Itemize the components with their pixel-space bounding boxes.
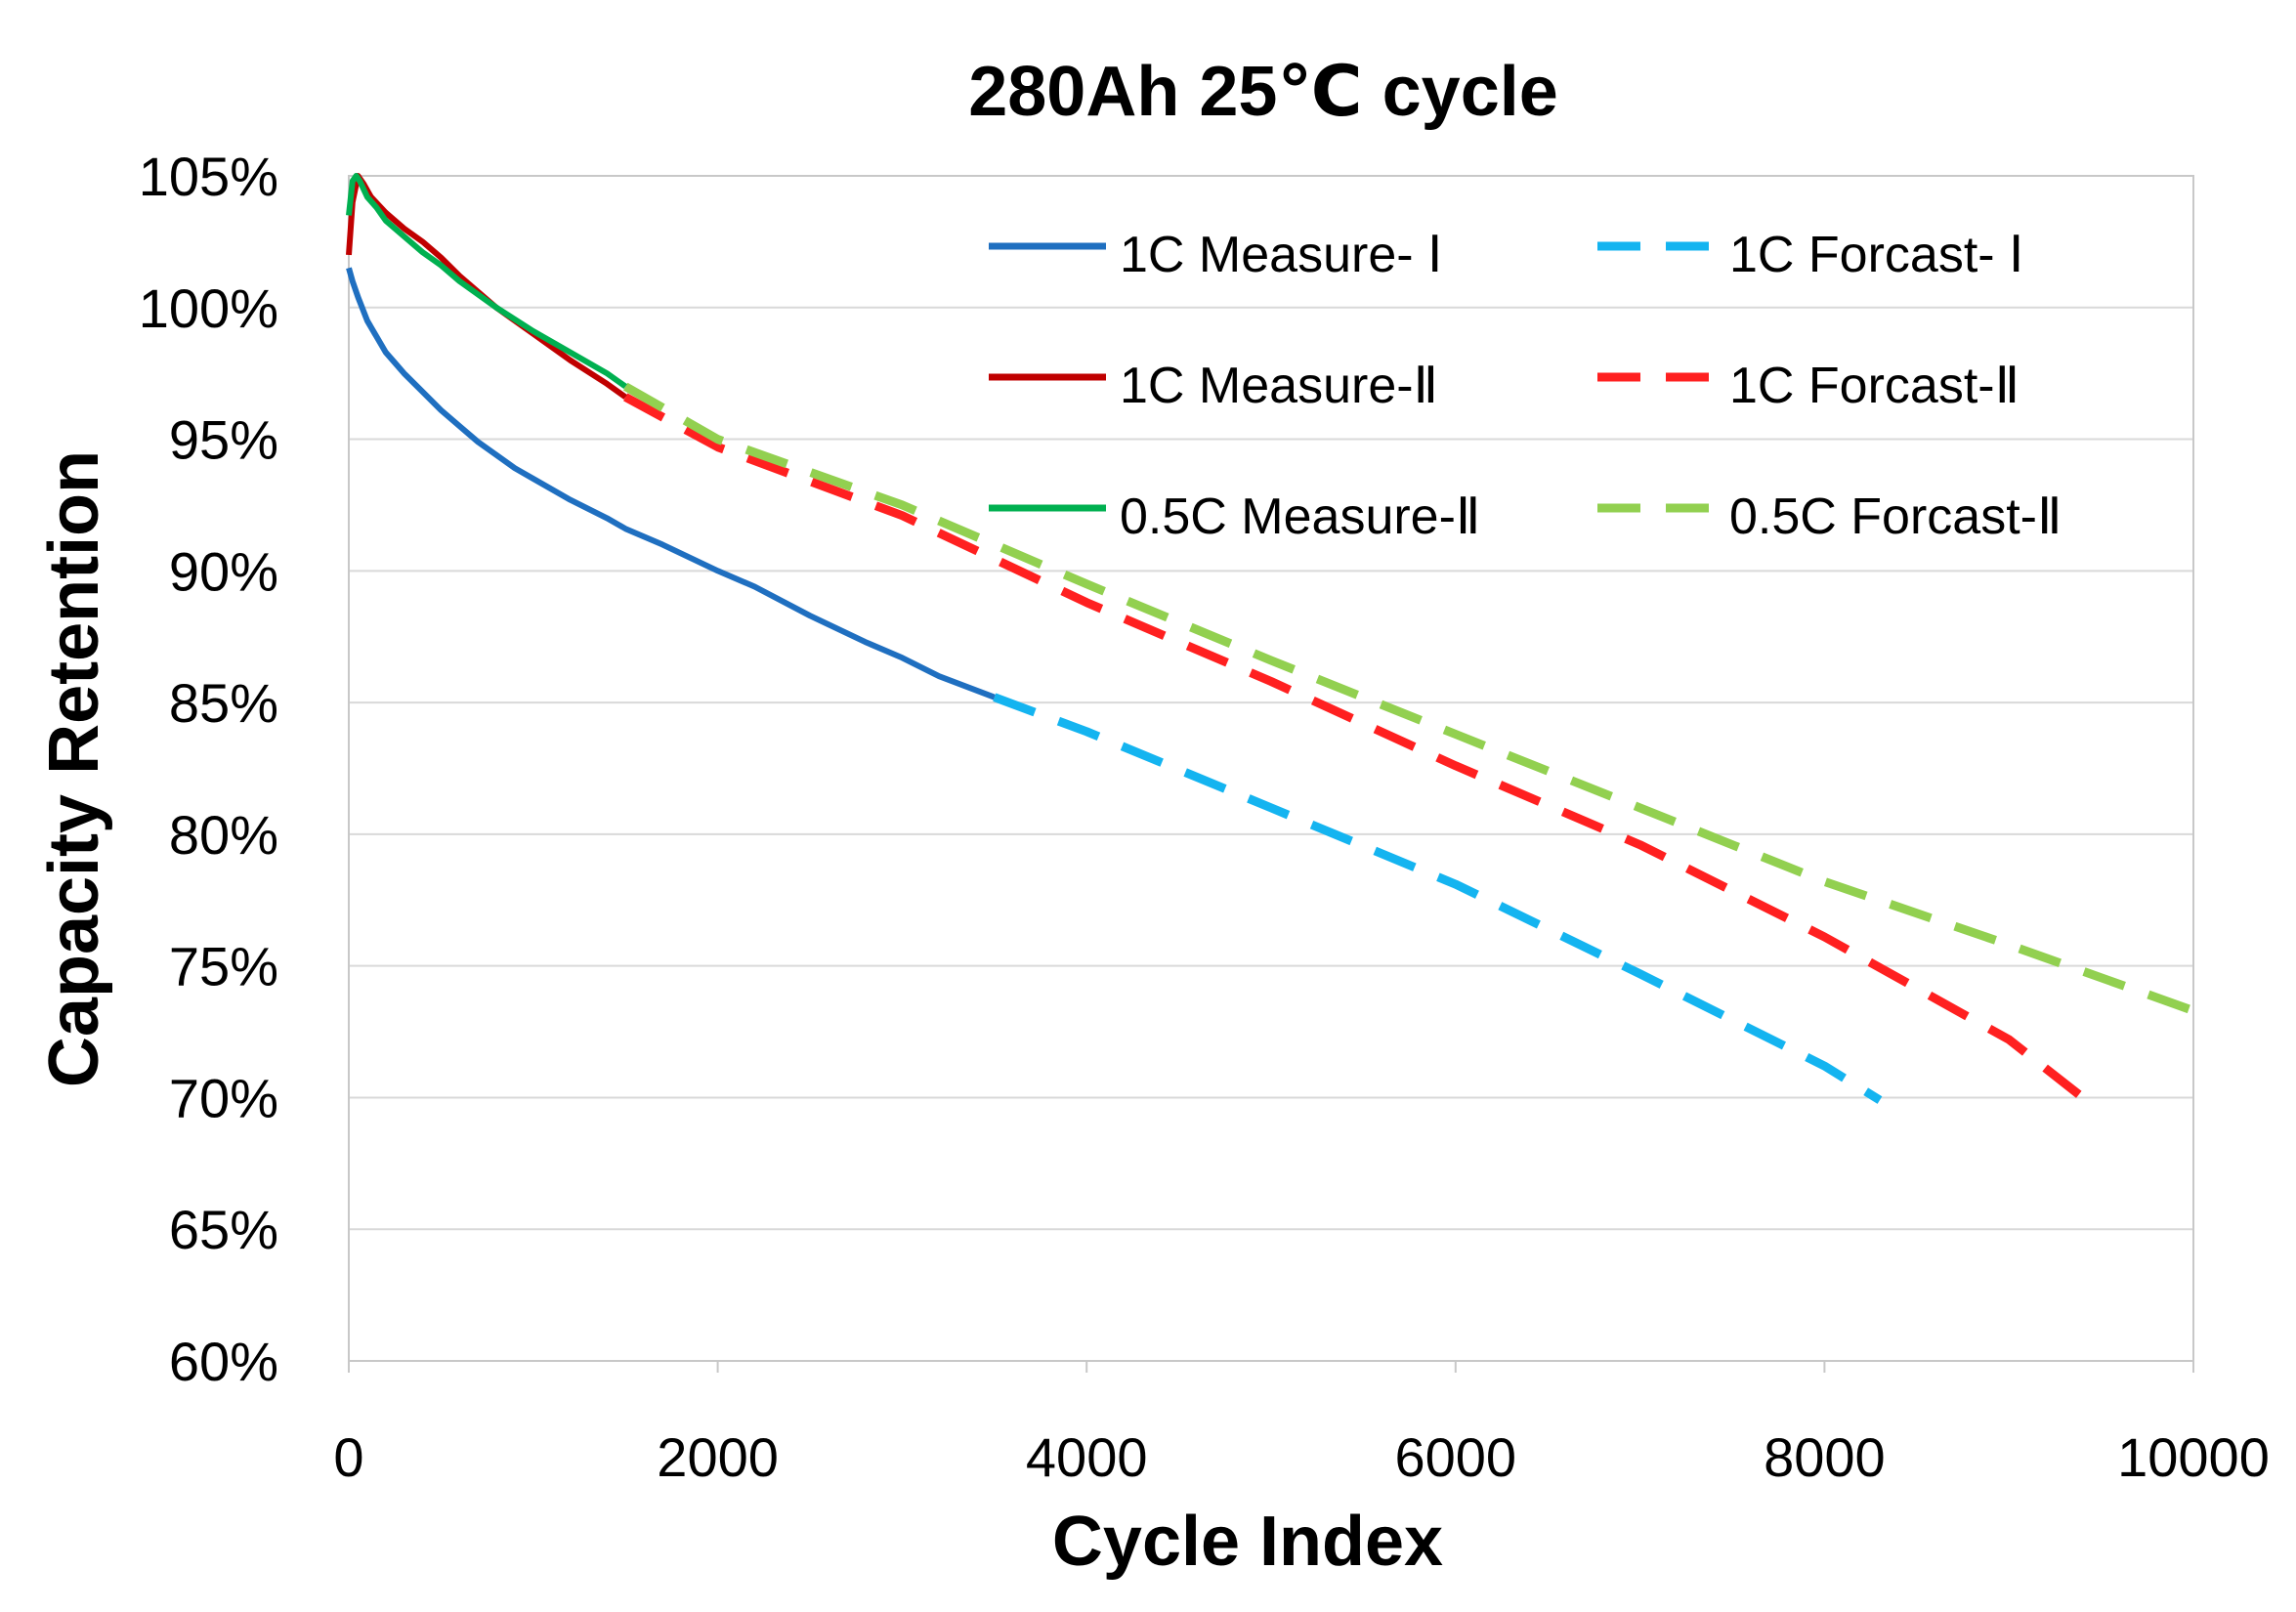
y-tick-label: 90% bbox=[169, 540, 278, 602]
legend-label: 1C Forcast-Ⅱ bbox=[1729, 358, 2020, 414]
y-tick-label: 85% bbox=[169, 672, 278, 734]
legend: 1C Measure- Ⅰ 1C Measure-Ⅱ 0.5C Measure-Ⅱ 1… bbox=[989, 227, 2062, 545]
plot-area-border bbox=[348, 175, 2194, 1362]
x-tick-label: 10000 bbox=[2117, 1426, 2270, 1488]
legend-label: 0.5C Forcast-Ⅱ bbox=[1729, 488, 2062, 545]
y-axis-ticks: 60% 65% 70% 75% 80% 85% 90% 95% 100% 105% bbox=[139, 146, 278, 1392]
y-tick-label: 100% bbox=[139, 277, 278, 339]
x-tick-label: 2000 bbox=[657, 1426, 779, 1488]
series-line-3 bbox=[993, 693, 1883, 1104]
series-layer bbox=[346, 173, 2195, 1104]
series-line-5 bbox=[622, 382, 2195, 1015]
legend-label: 1C Measure-Ⅱ bbox=[1120, 358, 1438, 414]
chart-title: 280Ah 25℃ cycle bbox=[968, 53, 1558, 131]
legend-label: 1C Forcast- Ⅰ bbox=[1729, 227, 2023, 283]
series-line-0 bbox=[346, 267, 996, 700]
y-tick-label: 65% bbox=[169, 1199, 278, 1260]
y-tick-label: 95% bbox=[169, 409, 278, 471]
x-tick-label: 4000 bbox=[1026, 1426, 1148, 1488]
y-tick-label: 80% bbox=[169, 804, 278, 866]
y-tick-label: 60% bbox=[169, 1331, 278, 1392]
x-axis-ticks: 0 2000 4000 6000 8000 10000 bbox=[333, 1361, 2270, 1488]
x-tick-label: 8000 bbox=[1764, 1426, 1886, 1488]
y-axis-title: Capacity Retention bbox=[35, 450, 113, 1087]
x-tick-label: 0 bbox=[333, 1426, 363, 1488]
x-axis-title: Cycle Index bbox=[1052, 1503, 1443, 1581]
series-line-2 bbox=[346, 173, 627, 390]
legend-label: 0.5C Measure-Ⅱ bbox=[1120, 488, 1481, 545]
y-tick-label: 105% bbox=[139, 146, 278, 207]
y-tick-label: 70% bbox=[169, 1067, 278, 1128]
y-tick-label: 75% bbox=[169, 936, 278, 997]
x-tick-label: 6000 bbox=[1395, 1426, 1517, 1488]
legend-label: 1C Measure- Ⅰ bbox=[1120, 227, 1442, 283]
